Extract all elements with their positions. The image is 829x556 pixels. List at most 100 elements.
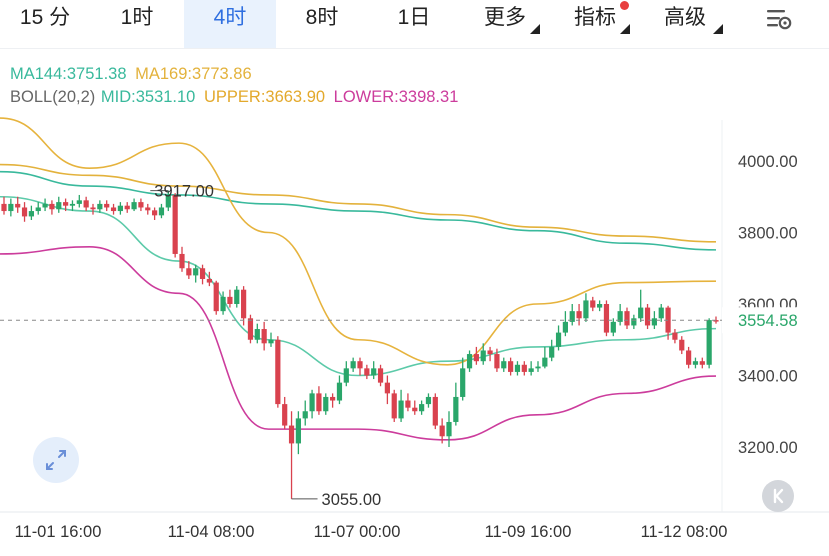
candle-body [56, 202, 62, 210]
candle-body [439, 425, 445, 437]
boll-name: BOLL(20,2) [10, 88, 96, 106]
tab-label: 1时 [120, 6, 154, 29]
tab-label: 8时 [305, 6, 339, 29]
scroll-to-latest-button[interactable] [762, 480, 794, 512]
candle-body [1, 203, 7, 212]
candle-body [179, 253, 185, 269]
candle-body [28, 211, 34, 217]
candle-body [460, 368, 466, 397]
tab-more-dropdown[interactable]: 更多 [460, 0, 550, 48]
candle-body [49, 203, 55, 210]
candle-body [453, 396, 459, 422]
candle-body [172, 194, 178, 254]
candle-body [398, 400, 404, 419]
candle-body [528, 368, 534, 372]
indicator-line-ma169 [0, 163, 717, 243]
time-axis-label: 11-01 16:00 [15, 523, 102, 541]
expand-chart-button[interactable] [33, 437, 79, 483]
candle-body [110, 207, 117, 212]
candle-body [275, 339, 281, 405]
tab-label: 高级 [664, 6, 706, 29]
candle-body [288, 425, 295, 444]
candle-body [644, 307, 651, 326]
candle-body [124, 205, 130, 210]
candle-body [679, 339, 685, 351]
chart-settings-icon[interactable] [764, 6, 794, 32]
price-axis-label: 3800.00 [738, 225, 798, 243]
tab-8-hours[interactable]: 8时 [276, 0, 368, 48]
tab-advanced-dropdown[interactable]: 高级 [640, 0, 730, 48]
time-axis-label: 11-04 08:00 [168, 523, 255, 541]
candle-body [83, 200, 89, 208]
current-price-tag-bg [722, 307, 829, 334]
time-axis-label: 11-07 00:00 [314, 523, 401, 541]
candle-body [42, 203, 48, 208]
candle-body [254, 329, 260, 340]
candle-body [282, 404, 288, 426]
candle-body [432, 396, 438, 426]
indicator-line-mid [0, 195, 717, 377]
candle-body [377, 368, 384, 383]
more-chevron-down-icon [530, 24, 540, 34]
candle-body [371, 368, 377, 376]
ma169-value: MA169:3773.86 [135, 65, 252, 83]
interval-tab-bar: 15 分 1时 4时 8时 1日 更多 指标 高级 [0, 0, 829, 49]
candle-body [658, 307, 664, 319]
candle-body [562, 321, 568, 333]
candle-body [576, 311, 582, 319]
candle-body [706, 320, 712, 365]
candle-body [583, 300, 589, 319]
candle-body [508, 361, 514, 372]
candle-body [199, 268, 206, 279]
candle-body [145, 207, 151, 211]
candle-body [473, 354, 479, 362]
candle-body [97, 203, 103, 210]
boll-indicator-legend: BOLL(20,2) MID:3531.10 UPPER:3663.90 LOW… [10, 88, 462, 107]
chart-overlay: 3554.58 3917.00 3055.00 [0, 183, 829, 509]
indicator-line-upper [0, 117, 717, 366]
scroll-to-latest-icon [773, 488, 784, 504]
candle-body [466, 354, 473, 369]
candle-body [617, 311, 623, 322]
tab-15-minutes[interactable]: 15 分 [0, 0, 90, 48]
boll-lower-value: LOWER:3398.31 [333, 88, 459, 106]
tab-label: 1日 [397, 6, 431, 29]
candle-body [624, 311, 630, 326]
candle-body [699, 361, 705, 365]
candle-body [247, 318, 254, 340]
candle-body [76, 200, 82, 204]
candle-body [165, 194, 171, 208]
price-axis-label: 4000.00 [738, 153, 798, 171]
current-price-label: 3554.58 [738, 312, 798, 330]
candle-body [610, 321, 616, 333]
tab-label: 更多 [484, 6, 526, 29]
tab-indicators-dropdown[interactable]: 指标 [550, 0, 640, 48]
candle-body [603, 304, 610, 333]
candle-body [138, 202, 144, 208]
candle-body [514, 364, 521, 372]
candle-body [302, 411, 308, 419]
candle-body [638, 307, 644, 319]
candle-body [672, 332, 678, 340]
tab-4-hours[interactable]: 4时 [184, 0, 276, 48]
candle-body [549, 346, 555, 358]
candle-body [206, 278, 212, 283]
candle-body [336, 382, 343, 401]
candle-body [295, 418, 301, 444]
candle-body [131, 202, 137, 210]
tab-label: 4时 [213, 6, 247, 29]
tab-label: 指标 [574, 6, 616, 29]
candle-body [542, 357, 548, 367]
boll-upper-value: UPPER:3663.90 [203, 88, 326, 106]
low-price-label: 3055.00 [322, 491, 382, 509]
candle-body [241, 289, 247, 319]
candles-layer [1, 190, 719, 499]
candle-body [268, 339, 274, 344]
candle-body [521, 364, 527, 372]
indicators-notification-badge [620, 1, 629, 10]
candle-body [665, 307, 671, 333]
tab-1-hour[interactable]: 1时 [90, 0, 184, 48]
tab-1-day[interactable]: 1日 [368, 0, 460, 48]
candle-body [412, 407, 418, 412]
